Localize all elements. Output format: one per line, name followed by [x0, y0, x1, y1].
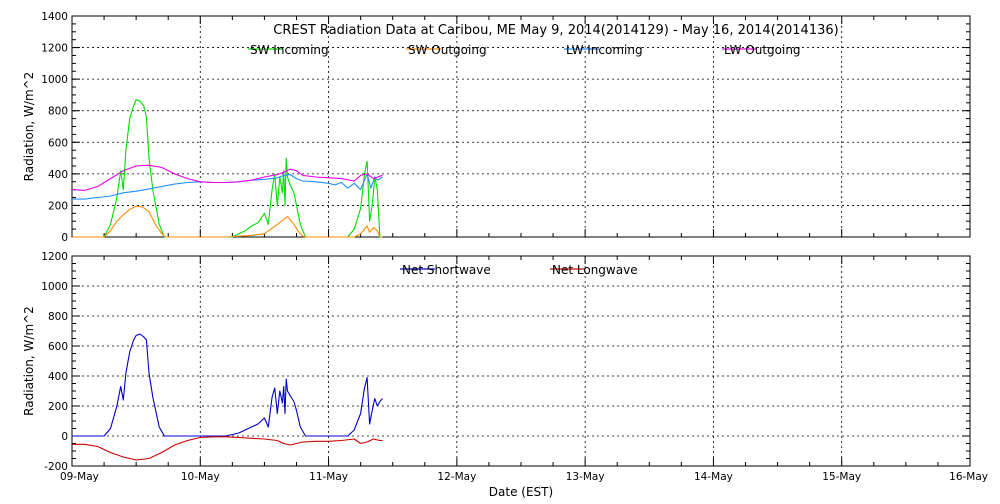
- panel-1-frame: [71, 15, 971, 238]
- panel-1-series-sw-incoming-line: [72, 99, 383, 238]
- panel-1-y-tick-label: 1200: [41, 43, 68, 55]
- x-tick-label: 14-May: [694, 471, 733, 483]
- panel-2-y-tick-label: 0: [61, 431, 68, 443]
- x-axis-label: Date (EST): [489, 485, 553, 499]
- panel-2-frame: [71, 255, 971, 467]
- panel-2-y-tick-label: 1200: [41, 251, 68, 263]
- panel-2-y-tick-label: 600: [48, 341, 68, 353]
- panel-1-y-tick-label: 200: [48, 200, 68, 212]
- panel-2-y-tick-label: -200: [44, 461, 68, 473]
- panel-2-y-tick-label: 1000: [41, 281, 68, 293]
- panel-1-series-sw-outgoing-line: [72, 205, 383, 238]
- panel-2-y-axis-label: Radiation, W/m^2: [22, 306, 36, 416]
- panel-1-chart-title: CREST Radiation Data at Caribou, ME May …: [273, 23, 838, 38]
- x-tick-label: 12-May: [437, 471, 476, 483]
- panel-1-y-tick-label: 1000: [41, 74, 68, 86]
- x-tick-label: 15-May: [822, 471, 861, 483]
- panel-2-y-tick-label: 400: [48, 371, 68, 383]
- panel-2-y-tick-label: 800: [48, 311, 68, 323]
- panel-1-y-tick-label: 400: [48, 169, 68, 181]
- panel-1-series-lw-outgoing-line: [71, 164, 383, 191]
- panel-1-legend-label-lw-outgoing: LW Outgoing: [724, 43, 801, 57]
- panel-1-y-axis-label: Radiation, W/m^2: [22, 72, 36, 182]
- panel-1-y-tick-label: 0: [61, 232, 68, 244]
- x-tick-label: 11-May: [309, 471, 348, 483]
- x-tick-label: 10-May: [181, 471, 220, 483]
- panel-2-series-net-shortwave-line: [72, 333, 383, 437]
- panel-1-y-tick-label: 800: [48, 106, 68, 118]
- panel-1-legend-label-lw-incoming: LW Incoming: [566, 43, 643, 57]
- panel-2-y-tick-label: 200: [48, 401, 68, 413]
- panel-1-y-tick-label: 600: [48, 137, 68, 149]
- x-tick-label: 09-May: [60, 471, 99, 483]
- panel-1-y-tick-label: 1400: [41, 11, 68, 23]
- panel-1-legend-label-sw-outgoing: SW Outgoing: [408, 43, 487, 57]
- panel-2-series-net-longwave-line: [72, 436, 383, 461]
- panel-2-legend-label-net-shortwave: Net Shortwave: [402, 263, 491, 277]
- panel-2-legend-label-net-longwave: Net Longwave: [552, 263, 638, 277]
- panel-1-legend-label-sw-incoming: SW Incoming: [250, 43, 329, 57]
- panel-1-series-lw-incoming-line: [72, 173, 383, 200]
- x-tick-label: 13-May: [566, 471, 605, 483]
- x-tick-label: 16-May: [949, 471, 988, 483]
